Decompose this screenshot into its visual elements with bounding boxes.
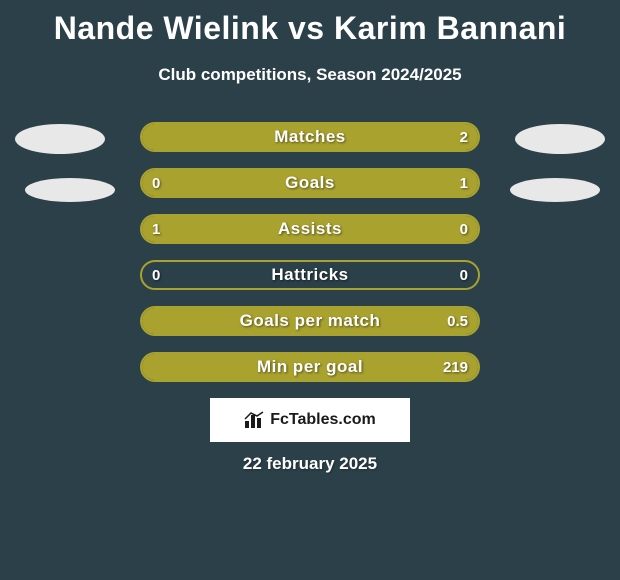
stat-label: Matches: [142, 124, 478, 150]
stat-label: Hattricks: [142, 262, 478, 288]
chart-icon: [244, 411, 266, 429]
brand-text: FcTables.com: [270, 411, 376, 429]
stat-value-left: 1: [142, 216, 170, 242]
stats-container: Matches2Goals01Assists10Hattricks00Goals…: [140, 122, 480, 398]
player-left-avatar: [15, 124, 105, 154]
brand-badge: FcTables.com: [210, 398, 410, 442]
stat-row: Min per goal219: [140, 352, 480, 382]
date-text: 22 february 2025: [0, 454, 620, 474]
player-right-avatar: [515, 124, 605, 154]
stat-value-right: 2: [450, 124, 478, 150]
page-title: Nande Wielink vs Karim Bannani: [0, 0, 620, 47]
stat-label: Goals: [142, 170, 478, 196]
page-subtitle: Club competitions, Season 2024/2025: [0, 65, 620, 85]
stat-value-left: 0: [142, 170, 170, 196]
player-right-avatar-shadow: [510, 178, 600, 202]
stat-row: Hattricks0 0: [140, 260, 480, 290]
stat-label: Goals per match: [142, 308, 478, 334]
stat-value-left: 0: [142, 262, 170, 288]
stat-value-right: 0: [450, 262, 478, 288]
stat-value-right: 0: [450, 216, 478, 242]
stat-label: Min per goal: [142, 354, 478, 380]
stat-value-left: [142, 124, 162, 150]
stat-value-left: [142, 308, 162, 334]
stat-value-left: [142, 354, 162, 380]
stat-label: Assists: [142, 216, 478, 242]
player-left-avatar-shadow: [25, 178, 115, 202]
stat-row: Goals per match0.5: [140, 306, 480, 336]
stat-row: Goals0 1: [140, 168, 480, 198]
stat-row: Assists1 0: [140, 214, 480, 244]
stat-value-right: 0.5: [437, 308, 478, 334]
stat-value-right: 1: [450, 170, 478, 196]
stat-row: Matches2: [140, 122, 480, 152]
stat-value-right: 219: [433, 354, 478, 380]
